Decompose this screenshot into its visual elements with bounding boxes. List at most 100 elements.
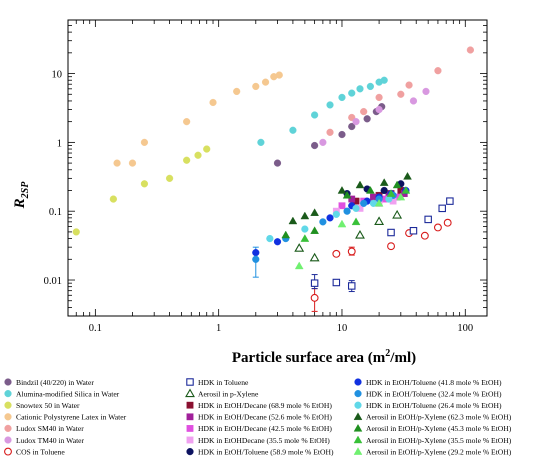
y-tick-label: 0.1 <box>49 207 62 218</box>
data-point <box>386 189 396 197</box>
legend-item: HDK in EtOH/Toluene (41.8 mole % EtOH) <box>354 378 502 387</box>
legend-marker <box>4 401 12 409</box>
x-tick-label: 1 <box>216 323 221 334</box>
legend-item: Aerosil in EtOH/p-Xylene (62.3 mole % Et… <box>353 412 512 422</box>
legend-marker <box>186 413 194 421</box>
data-point <box>337 219 347 228</box>
legend-item: Alumina-modified Silica in Water <box>4 389 120 398</box>
x-axis-title: Particle surface area (m2/ml) <box>232 348 416 366</box>
data-point <box>294 261 304 270</box>
series-20 <box>294 192 406 270</box>
plot-border <box>67 19 488 317</box>
data-point <box>273 238 282 246</box>
data-point <box>438 204 446 213</box>
data-point <box>289 126 297 134</box>
data-point <box>319 218 327 226</box>
legend-item: HDK in Toluene <box>186 378 249 387</box>
data-point <box>360 107 368 116</box>
series-18 <box>281 180 402 239</box>
series-3 <box>113 71 283 167</box>
data-point <box>183 118 191 126</box>
legend-marker <box>354 378 362 386</box>
data-point <box>332 210 340 218</box>
series-15 <box>252 191 397 263</box>
data-point <box>275 71 283 79</box>
data-point <box>380 76 388 84</box>
data-point <box>72 228 80 236</box>
series-17 <box>288 172 412 225</box>
data-point <box>338 130 346 139</box>
data-point <box>392 180 402 189</box>
y-axis-title: R2SP <box>12 181 31 210</box>
data-point <box>396 192 406 201</box>
legend-label: HDK in EtOH/Decane (42.5 mole % EtOH) <box>198 424 332 433</box>
legend-item: HDK in EtOH/Toluene (32.4 mole % EtOH) <box>354 389 502 398</box>
plot-frame <box>67 19 488 317</box>
data-point <box>301 225 309 233</box>
legend-marker <box>353 412 363 420</box>
legend-item: COS in Toluene <box>4 447 65 456</box>
data-point <box>257 138 265 146</box>
data-point <box>375 105 383 114</box>
legend-item: Aerosil in EtOH/p-Xylene (45.3 mole % Et… <box>353 423 512 433</box>
data-point <box>347 282 356 290</box>
data-point <box>355 229 365 239</box>
data-point <box>128 159 137 167</box>
legend-label: Ludox SM40 in Water <box>16 424 84 433</box>
data-point <box>434 67 442 75</box>
data-point <box>409 97 418 105</box>
data-point <box>397 90 405 98</box>
data-point <box>310 279 319 287</box>
data-point <box>355 180 365 189</box>
legend-label: HDK in EtOH/Toluene (41.8 mole % EtOH) <box>366 378 502 387</box>
legend-label: HDK in Toluene <box>198 378 249 387</box>
data-point <box>233 87 241 96</box>
data-point <box>348 89 356 97</box>
legend-item: HDK in EtOH/Decane (42.5 mole % EtOH) <box>186 424 332 433</box>
series-2 <box>72 145 211 236</box>
series-5 <box>319 87 430 146</box>
legend-label: HDK in EtOHDecane (35.5 mole % EtOH) <box>198 436 330 445</box>
data-point <box>300 211 310 220</box>
axis-ticks <box>67 19 487 317</box>
legend-item: HDK in EtOH/Toluene (26.4 mole % EtOH) <box>354 401 502 410</box>
legend-label: COS in Toluene <box>16 447 65 456</box>
data-point <box>326 101 334 109</box>
legend-marker <box>4 447 12 456</box>
data-point <box>392 209 403 219</box>
data-point <box>338 93 346 102</box>
legend-marker <box>4 424 12 433</box>
data-point <box>273 159 282 167</box>
legend-marker <box>353 435 363 444</box>
legend-marker <box>4 413 12 421</box>
data-point <box>326 214 334 222</box>
legend-label: Aerosil in EtOH/p-Xylene (29.2 mole % Et… <box>366 447 512 456</box>
data-point <box>194 151 202 159</box>
data-point <box>374 216 385 225</box>
tick-labels: 0.1 1 10 100 0.01 0.1 1 10 <box>44 70 474 334</box>
data-point <box>252 255 260 263</box>
data-point <box>309 252 320 262</box>
legend-item: HDK in EtOH/Toluene (58.9 mole % EtOH) <box>186 447 334 456</box>
series-6 <box>310 218 452 302</box>
legend-label: HDK in EtOH/Decane (68.9 mole % EtOH) <box>198 401 332 410</box>
data-points <box>72 46 474 302</box>
series-1 <box>257 76 388 146</box>
legend-item: HDK in EtOH/Decane (52.6 mole % EtOH) <box>186 413 332 422</box>
series-8 <box>294 209 403 262</box>
data-point <box>422 87 430 96</box>
legend-item: Ludox TM40 in Water <box>4 436 85 445</box>
data-point <box>310 293 319 302</box>
data-point <box>261 78 270 86</box>
data-point <box>140 138 149 146</box>
legend-label: Cationic Polystyrene Latex in Water <box>16 413 127 422</box>
data-point <box>310 208 319 216</box>
data-point <box>403 172 412 180</box>
data-point <box>338 202 346 210</box>
series-19 <box>300 186 411 242</box>
legend-label: Aerosil in p-Xylene <box>198 389 259 398</box>
data-point <box>387 242 395 251</box>
data-point <box>311 111 319 119</box>
legend-marker <box>4 378 12 386</box>
